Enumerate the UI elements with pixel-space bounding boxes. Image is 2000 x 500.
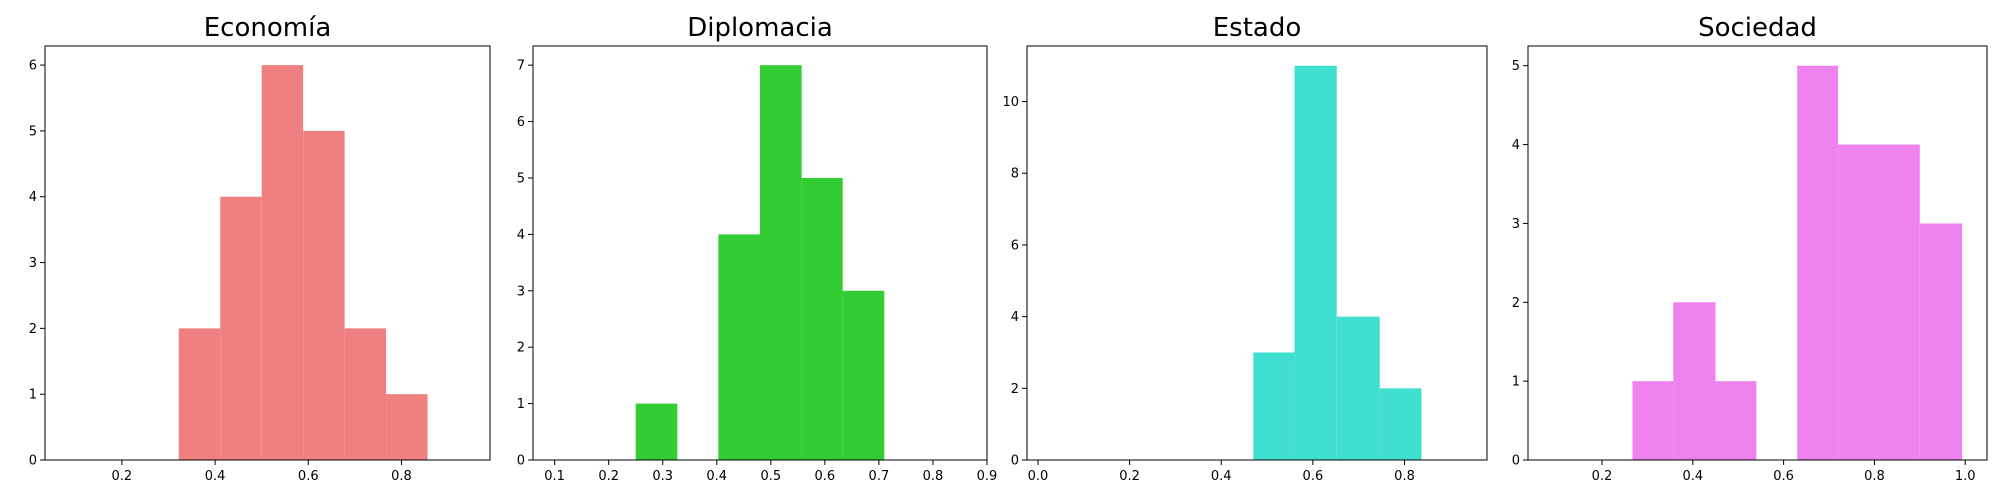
bar [1336,316,1380,460]
x-tick-label: 0.2 [1119,469,1140,484]
x-tick-label: 0.4 [1211,469,1232,484]
chart-title: Estado [1213,13,1302,43]
bar [303,130,345,461]
x-tick-label: 0.6 [815,469,836,484]
y-tick-label: 3 [29,256,37,271]
bar [718,234,760,460]
x-tick-label: 0.1 [544,469,565,484]
y-tick-label: 7 [517,59,525,74]
bar [635,403,678,460]
x-tick-label: 0.4 [205,469,226,484]
x-tick-label: 0.9 [977,469,998,484]
x-tick-label: 0.3 [652,469,673,484]
y-tick-label: 2 [29,322,37,337]
bar [760,65,802,460]
x-tick-label: 0.4 [1682,469,1703,484]
axes-frame [532,45,988,461]
x-tick-label: 0.2 [1592,469,1613,484]
axes-frame [1527,45,1988,461]
x-tick-label: 0.8 [1394,469,1415,484]
x-tick-label: 0.2 [598,469,619,484]
x-tick-label: 1.0 [1955,469,1976,484]
y-tick-label: 6 [1011,238,1019,253]
y-tick-label: 3 [1512,217,1520,232]
y-tick-label: 4 [29,190,37,205]
y-tick-label: 0 [1512,454,1520,469]
bar [1673,302,1716,460]
chart-title: Sociedad [1698,13,1817,43]
y-tick-label: 4 [1011,310,1019,325]
bar [1838,144,1879,461]
bar [1253,352,1295,460]
x-tick-label: 0.2 [112,469,133,484]
y-tick-label: 0 [517,454,525,469]
y-tick-label: 1 [1512,375,1520,390]
bar [1878,144,1920,461]
x-tick-label: 0.8 [923,469,944,484]
bar [178,328,221,460]
y-tick-label: 0 [1011,454,1019,469]
bar [220,196,262,460]
x-tick-label: 0.6 [1773,469,1794,484]
y-tick-label: 0 [29,454,37,469]
y-tick-label: 5 [1512,59,1520,74]
y-tick-label: 2 [517,341,525,356]
y-tick-label: 2 [1512,296,1520,311]
bar [1379,388,1422,460]
chart-title: Economía [204,13,332,43]
y-tick-label: 5 [517,171,525,186]
axes-frame [44,45,491,461]
x-tick-label: 0.5 [760,469,781,484]
bar [344,328,387,460]
y-tick-label: 1 [29,388,37,403]
bar [1632,381,1674,460]
x-tick-label: 0.7 [869,469,890,484]
axes-frame [1026,45,1488,461]
y-tick-label: 2 [1011,382,1019,397]
y-tick-label: 8 [1011,167,1019,182]
y-tick-label: 3 [517,284,525,299]
y-tick-label: 5 [29,124,37,139]
bar [1797,65,1839,460]
y-tick-label: 1 [517,397,525,412]
x-tick-label: 0.6 [298,469,319,484]
y-tick-label: 4 [1512,138,1520,153]
y-tick-label: 10 [1002,95,1019,110]
bar [261,65,304,461]
chart-title: Diplomacia [687,13,833,43]
y-tick-label: 6 [517,115,525,130]
bar [1294,65,1337,460]
x-tick-label: 0.4 [706,469,727,484]
x-tick-label: 0.8 [1864,469,1885,484]
y-tick-label: 4 [517,228,525,243]
y-tick-label: 6 [29,59,37,74]
x-tick-label: 0.8 [391,469,412,484]
bar [801,177,843,461]
x-tick-label: 0.6 [1303,469,1324,484]
x-tick-label: 0.0 [1028,469,1049,484]
bar [386,394,428,460]
bar [1715,381,1757,460]
bar [1919,223,1963,460]
bar [842,290,885,460]
